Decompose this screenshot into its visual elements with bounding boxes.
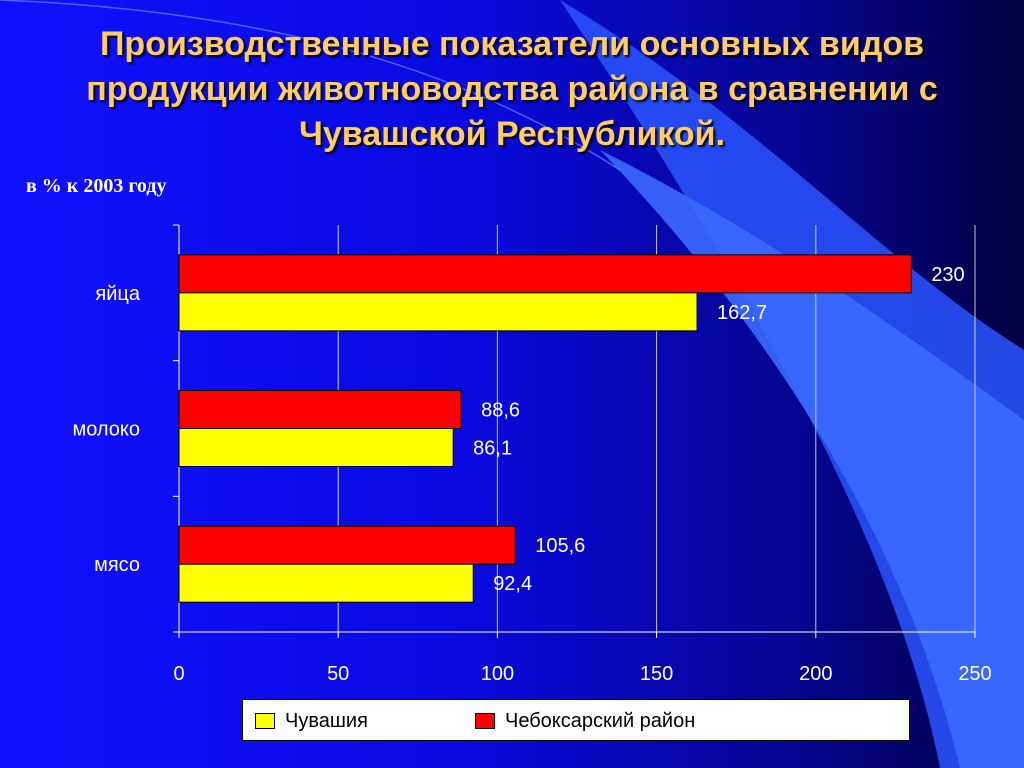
category-label-1: молоко [72, 419, 140, 441]
legend-swatch-chuvashia [255, 713, 275, 729]
legend-label-cheboksary: Чебоксарский район [505, 709, 696, 732]
legend-item-cheboksary: Чебоксарский район [475, 710, 695, 732]
bar-cheboksary-1 [178, 390, 462, 429]
title-line-1: Производственные показатели основных вид… [99, 25, 924, 63]
bar-cheboksary-0 [178, 254, 912, 294]
legend-swatch-cheboksary [475, 713, 495, 729]
x-tick-label-100: 100 [481, 663, 514, 685]
title-line-3: Чувашской Республикой. [298, 115, 726, 153]
legend-label-chuvashia: Чувашия [285, 709, 368, 732]
data-label-cheboksary-0: 230 [931, 264, 964, 286]
slide-title: Производственные показатели основных вид… [0, 22, 1024, 157]
x-tick-label-50: 50 [327, 663, 349, 685]
data-label-chuvashia-1: 86,1 [473, 438, 512, 460]
title-line-2: продукции животноводства района в сравне… [86, 70, 938, 108]
category-label-2: мясо [94, 554, 140, 576]
data-label-cheboksary-2: 105,6 [535, 535, 585, 557]
x-tick-label-150: 150 [640, 663, 673, 685]
chart-subtitle: в % к 2003 году [26, 175, 167, 197]
x-tick-label-250: 250 [958, 663, 991, 685]
category-label-0: яйца [95, 283, 140, 305]
bar-chart: 0 50 100 150 200 250 яйца 230 162,7 молоко 88,6 86,… [72, 225, 991, 685]
data-label-chuvashia-2: 92,4 [493, 573, 532, 595]
bar-cheboksary-2 [178, 525, 516, 565]
bar-chuvashia-2 [178, 563, 474, 603]
x-tick-label-200: 200 [799, 663, 832, 685]
x-tick-label-0: 0 [173, 663, 184, 685]
data-label-chuvashia-0: 162,7 [717, 302, 767, 324]
chart-legend: Чувашия Чебоксарский район [242, 699, 910, 741]
legend-item-chuvashia: Чувашия [255, 710, 368, 732]
data-label-cheboksary-1: 88,6 [481, 400, 520, 422]
bar-chuvashia-1 [178, 428, 454, 467]
bar-chuvashia-0 [178, 292, 698, 332]
